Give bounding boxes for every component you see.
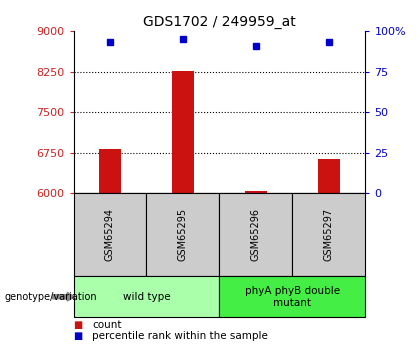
Text: wild type: wild type	[123, 292, 170, 302]
Text: percentile rank within the sample: percentile rank within the sample	[92, 331, 268, 341]
Bar	[74, 193, 147, 276]
Text: GSM65296: GSM65296	[251, 208, 261, 261]
Text: GSM65294: GSM65294	[105, 208, 115, 261]
Bar	[74, 276, 220, 317]
Text: ■: ■	[74, 331, 83, 341]
Text: count: count	[92, 321, 122, 330]
Text: GSM65297: GSM65297	[324, 208, 334, 261]
Bar	[318, 159, 340, 193]
Text: phyA phyB double
mutant: phyA phyB double mutant	[245, 286, 340, 307]
Bar	[220, 193, 292, 276]
Bar	[99, 149, 121, 193]
Bar	[172, 70, 194, 193]
Text: genotype/variation: genotype/variation	[4, 292, 97, 302]
Bar	[245, 191, 267, 193]
Title: GDS1702 / 249959_at: GDS1702 / 249959_at	[143, 14, 296, 29]
Text: GSM65295: GSM65295	[178, 208, 188, 261]
Text: ■: ■	[74, 321, 83, 330]
Bar	[292, 193, 365, 276]
Bar	[147, 193, 220, 276]
Bar	[220, 276, 365, 317]
